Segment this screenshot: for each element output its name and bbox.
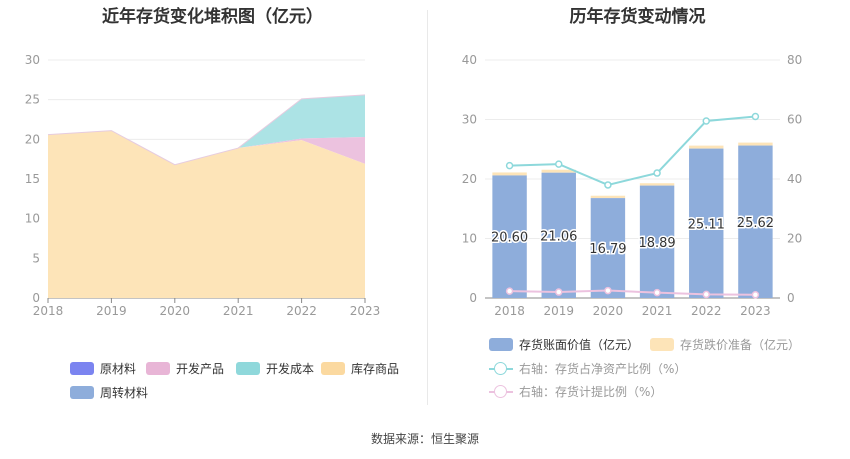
legend-book-value-swatch — [489, 338, 513, 351]
book-value-bar — [639, 185, 675, 298]
x-tick-label: 2023 — [740, 304, 771, 318]
x-tick-label: 2019 — [96, 304, 127, 318]
y-tick-label: 5 — [32, 251, 40, 265]
bar-value-label: 25.62 — [737, 216, 774, 231]
book-value-bar — [738, 145, 773, 298]
y-right-tick-label: 80 — [787, 53, 802, 67]
legend-item[interactable]: 周转材料 — [70, 384, 148, 401]
line-point — [604, 286, 612, 295]
legend-swatch — [236, 362, 260, 375]
reserve-bar — [541, 169, 576, 173]
y-tick-label: 30 — [25, 53, 40, 67]
y-right-tick-label: 20 — [787, 232, 802, 246]
reserve-bar — [492, 172, 527, 176]
line-point — [604, 181, 612, 189]
area-top-outline — [47, 94, 366, 166]
data-source: 数据来源：恒生聚源 — [370, 432, 479, 446]
stacked-area-chart: 0 5 10 15 20 25 30 2018 2019 2020 2021 2022 2023 — [25, 53, 381, 318]
y-tick-label: 10 — [25, 212, 40, 226]
y-left-tick-label: 40 — [462, 53, 477, 67]
legend-reserve-label: 存货跌价准备（亿元） — [680, 338, 801, 352]
reserve-bar — [590, 195, 626, 199]
bar-value-label: 16.79 — [589, 242, 626, 257]
bar-value-label: 25.11 — [688, 217, 725, 232]
legend-book-value-label: 存货账面价值（亿元） — [519, 338, 640, 352]
line-point — [505, 161, 514, 170]
line-series-0 — [509, 115, 756, 186]
legend-item[interactable]: 原材料 — [70, 360, 136, 377]
y-right-tick-label: 40 — [787, 172, 802, 186]
panel-divider — [427, 10, 428, 405]
x-tick-label: 2019 — [543, 304, 574, 318]
legend-swatch — [70, 386, 94, 399]
legend-label: 原材料 — [100, 362, 137, 376]
line-point — [555, 288, 563, 296]
stacked-area-chart-panel: 近年存货变化堆积图（亿元） 0 5 10 15 20 25 30 2018 2019 2020 20… — [0, 0, 425, 410]
legend-net-asset-ratio-label: 右轴：存货占净资产比例（%） — [519, 362, 687, 376]
legend-net-asset-ratio[interactable]: 右轴：存货占净资产比例（%） — [489, 360, 686, 377]
left-chart-title: 近年存货变化堆积图（亿元） — [102, 7, 323, 27]
y-right-tick-label: 60 — [787, 113, 802, 127]
book-value-bar — [492, 175, 527, 298]
line-point — [653, 169, 661, 177]
x-tick-label: 2020 — [160, 304, 191, 318]
bar-value-label: 20.60 — [491, 231, 528, 246]
line-point — [702, 290, 710, 299]
y-tick-label: 20 — [25, 132, 40, 146]
y-left-tick-label: 0 — [469, 291, 477, 305]
right-chart-title: 历年存货变动情况 — [569, 7, 706, 27]
line-point — [751, 112, 760, 121]
y-left-tick-label: 30 — [462, 113, 477, 127]
book-value-bar — [590, 198, 626, 298]
x-tick-label: 2020 — [593, 304, 624, 318]
legend-item[interactable]: 开发成本 — [236, 360, 314, 377]
book-value-bar — [689, 148, 724, 298]
inventory-change-chart-panel: 历年存货变动情况 0 10 20 30 40 0 20 40 60 80 20.60 21.06 16.… — [425, 0, 850, 410]
reserve-bar — [738, 142, 773, 146]
legend-provision-ratio-marker — [489, 384, 513, 399]
legend-net-asset-ratio-marker — [489, 361, 513, 376]
line-point — [702, 117, 710, 125]
x-tick-label: 2022 — [286, 304, 317, 318]
reserve-bar — [689, 145, 724, 149]
legend-provision-ratio[interactable]: 右轴：存货计提比例（%） — [489, 383, 662, 400]
y-right-tick-label: 0 — [787, 291, 795, 305]
legend-reserve[interactable]: 存货跌价准备（亿元） — [650, 336, 800, 353]
x-tick-label: 2023 — [350, 304, 381, 318]
y-left-tick-label: 10 — [462, 232, 477, 246]
y-tick-label: 15 — [25, 172, 40, 186]
x-tick-label: 2022 — [691, 304, 722, 318]
x-tick-label: 2021 — [223, 304, 254, 318]
area-库存商品 — [48, 130, 365, 298]
legend-swatch — [321, 362, 345, 375]
line-point — [555, 160, 563, 168]
legend-label: 周转材料 — [100, 386, 149, 400]
x-tick-label: 2018 — [494, 304, 525, 318]
legend-book-value[interactable]: 存货账面价值（亿元） — [489, 336, 639, 353]
y-tick-label: 25 — [25, 93, 40, 107]
book-value-bar — [541, 172, 576, 298]
legend-item[interactable]: 库存商品 — [321, 360, 399, 377]
bar-value-label: 21.06 — [540, 229, 577, 244]
y-left-tick-label: 20 — [462, 172, 477, 186]
area-开发成本 — [48, 94, 365, 165]
legend-swatch — [146, 362, 170, 375]
reserve-bar — [639, 183, 675, 186]
line-point — [505, 287, 514, 295]
legend-label: 库存商品 — [351, 362, 400, 376]
line-point — [751, 290, 760, 299]
x-tick-label: 2018 — [33, 304, 64, 318]
legend-provision-ratio-label: 右轴：存货计提比例（%） — [519, 385, 663, 399]
bar-value-label: 18.89 — [638, 236, 675, 251]
y-tick-label: 0 — [32, 291, 40, 305]
legend-label: 开发产品 — [176, 362, 225, 376]
legend-item[interactable]: 开发产品 — [146, 360, 224, 377]
legend-reserve-swatch — [650, 338, 674, 351]
legend-swatch — [70, 362, 94, 375]
x-tick-label: 2021 — [642, 304, 673, 318]
legend-label: 开发成本 — [266, 362, 315, 376]
inventory-bar-line-chart: 0 10 20 30 40 0 20 40 60 80 20.60 21.06 16.79 18.89 25… — [462, 53, 803, 318]
line-series-1 — [509, 289, 756, 296]
line-point — [653, 288, 661, 297]
